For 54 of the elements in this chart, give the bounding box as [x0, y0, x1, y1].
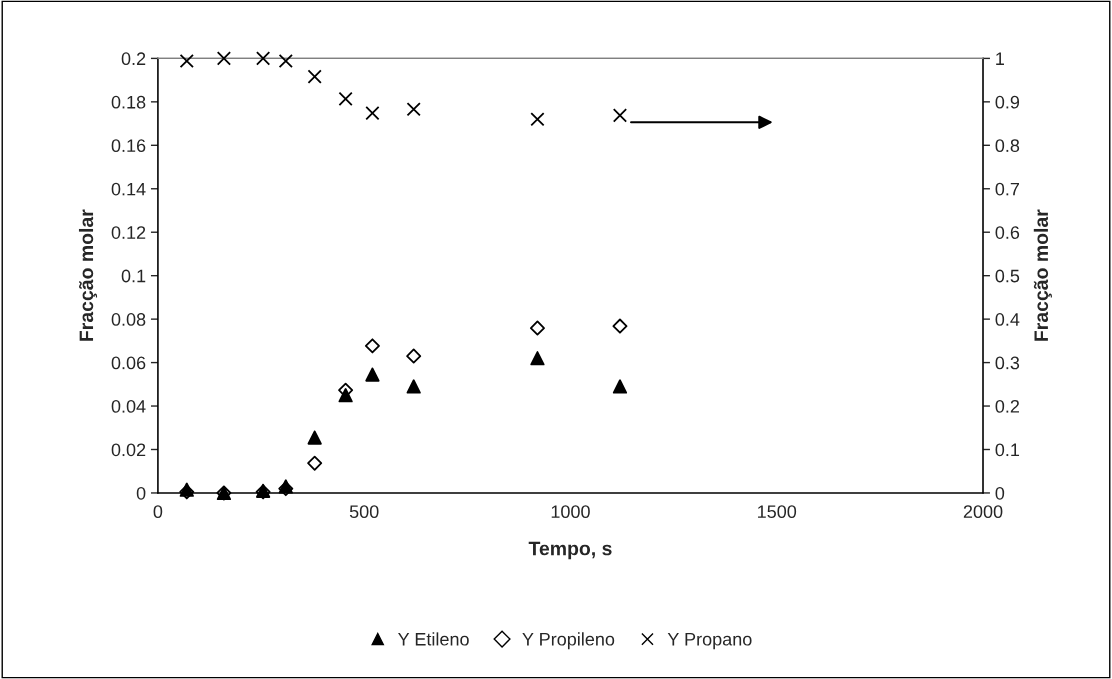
- point: [179, 53, 194, 69]
- y2-tick-label: 0.6: [995, 226, 1020, 239]
- y-tick-label: 0.06: [111, 356, 146, 370]
- y-tick-label: 0.2: [121, 52, 146, 66]
- point: [365, 106, 380, 121]
- point: [278, 53, 293, 69]
- point: [530, 112, 545, 127]
- x-tick-label: 2000: [963, 505, 1003, 519]
- point: [530, 351, 545, 366]
- point: [406, 379, 421, 394]
- y2-tick-label: 0.7: [995, 182, 1020, 196]
- y-tick-label: 0.02: [111, 443, 146, 457]
- y-tick-label: 0.1: [121, 269, 146, 283]
- point: [529, 320, 545, 336]
- y2-tick-label: 0.1: [995, 443, 1020, 457]
- point: [365, 367, 380, 382]
- point: [307, 430, 322, 445]
- y2-axis-title: Fracção molar: [1033, 209, 1052, 341]
- point: [255, 51, 271, 66]
- y2-tick-label: 0.4: [995, 313, 1020, 326]
- point: [612, 318, 628, 334]
- point: [338, 388, 353, 403]
- y2-tick-label: 0.8: [995, 139, 1020, 153]
- x-tick-label: 0: [153, 505, 163, 519]
- x-tick-label: 500: [349, 505, 379, 519]
- point: [216, 51, 232, 66]
- point: [338, 91, 353, 106]
- point: [307, 455, 323, 471]
- point: [307, 69, 322, 84]
- point: [612, 108, 628, 123]
- y2-tick-label: 0.5: [995, 269, 1020, 283]
- x-tick-label: 1500: [758, 505, 797, 519]
- legend-label: Y Etileno: [398, 632, 469, 646]
- y2-tick-label: 0.3: [995, 356, 1020, 370]
- y2-tick-label: 0: [995, 486, 1005, 500]
- x-axis-title: Tempo, s: [528, 541, 612, 560]
- point: [406, 102, 421, 117]
- y-tick-label: 0: [136, 486, 146, 500]
- point: [364, 338, 380, 354]
- y-tick-label: 0.14: [111, 182, 146, 196]
- legend-label: Y Propano: [667, 633, 752, 650]
- y2-tick-label: 0.2: [995, 399, 1020, 413]
- point: [406, 348, 422, 364]
- y2-tick-label: 1: [996, 52, 1004, 65]
- y-tick-label: 0.16: [111, 139, 146, 153]
- y2-tick-label: 0.9: [995, 95, 1020, 109]
- x-tick-label: 1000: [551, 505, 590, 519]
- y-tick-label: 0.12: [111, 226, 146, 239]
- y-tick-label: 0.08: [111, 313, 146, 326]
- legend-label: Y Propileno: [522, 632, 615, 650]
- point: [612, 379, 628, 394]
- y-axis-title: Fracção molar: [78, 209, 98, 341]
- y-tick-label: 0.04: [111, 399, 146, 413]
- y-tick-label: 0.18: [111, 95, 146, 109]
